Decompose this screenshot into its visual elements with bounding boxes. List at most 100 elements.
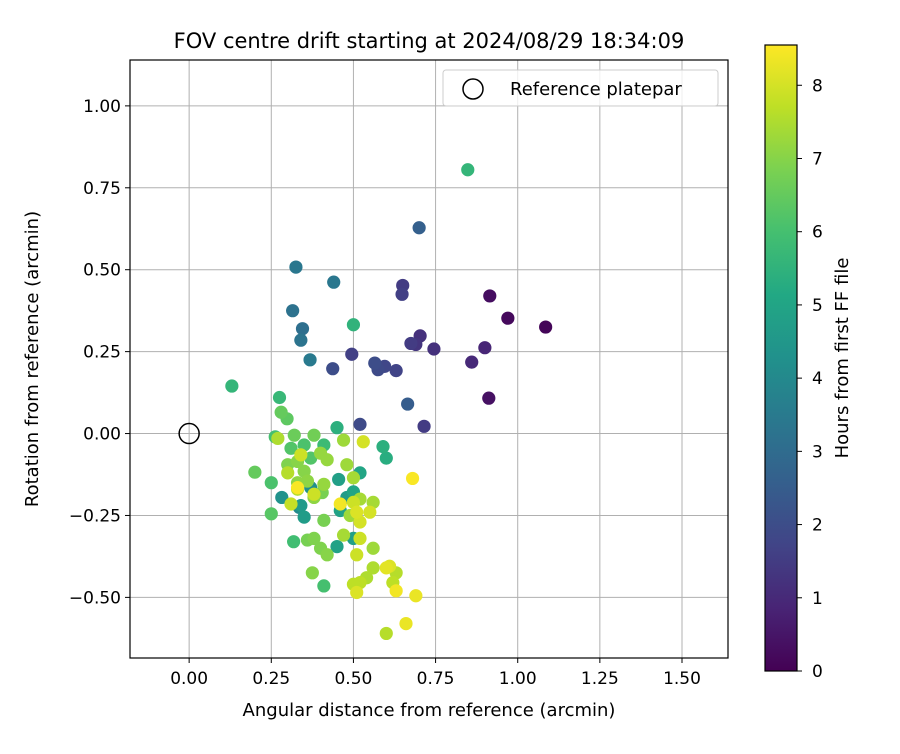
data-point [461, 163, 475, 177]
y-tick-label: 0.00 [83, 425, 121, 445]
data-point [350, 505, 364, 519]
data-point [326, 362, 340, 376]
data-point [287, 428, 301, 442]
data-point [271, 431, 285, 446]
data-point [405, 471, 420, 486]
data-point [478, 341, 492, 355]
data-point [284, 441, 298, 455]
data-point [401, 397, 415, 411]
data-point [336, 433, 351, 447]
x-tick-label: 1.25 [581, 669, 619, 689]
data-point [409, 589, 423, 603]
data-point [272, 390, 287, 405]
reference-platepar-marker [178, 422, 200, 445]
data-point [376, 440, 390, 454]
x-tick-label: 0.50 [334, 669, 372, 689]
data-point [297, 510, 311, 524]
data-point [395, 287, 409, 301]
x-axis-ticks: 0.00 0.25 0.50 0.75 1.00 1.25 1.50 [170, 658, 701, 689]
colorbar-tick-label: 4 [812, 369, 823, 389]
data-point [286, 304, 300, 318]
data-point [346, 318, 361, 332]
data-point [330, 421, 344, 435]
data-point [501, 311, 515, 325]
data-point [483, 289, 497, 303]
x-tick-label: 1.00 [499, 669, 537, 689]
y-tick-label: 0.25 [83, 343, 121, 363]
y-tick-label: 1.00 [83, 97, 121, 117]
colorbar-tick-label: 3 [812, 442, 823, 462]
data-point [346, 471, 361, 485]
data-point [379, 561, 393, 575]
data-points [225, 163, 553, 641]
data-point [350, 548, 364, 562]
data-point [284, 497, 298, 511]
data-point [225, 379, 239, 393]
y-axis-ticks: −0.50 −0.25 0.00 0.25 0.50 0.75 1.00 [69, 97, 130, 608]
data-point [399, 616, 413, 631]
colorbar-tick-label: 5 [812, 296, 823, 316]
grid [130, 60, 728, 658]
data-point [330, 539, 344, 554]
data-point [389, 584, 403, 598]
data-point [412, 221, 426, 235]
data-point [264, 507, 278, 521]
data-point [305, 566, 319, 580]
y-axis-label: Rotation from reference (arcmin) [22, 211, 43, 507]
data-point [327, 275, 341, 289]
data-point [274, 405, 288, 419]
x-tick-label: 0.75 [417, 669, 455, 689]
data-point [345, 347, 359, 361]
data-point [317, 579, 331, 593]
data-point [350, 585, 364, 600]
data-point [294, 333, 308, 347]
legend-reference-icon [462, 78, 484, 100]
colorbar-gradient [764, 44, 798, 672]
colorbar-tick-label: 1 [812, 589, 823, 609]
y-tick-label: −0.25 [69, 506, 121, 526]
data-point [294, 499, 308, 513]
data-point [404, 336, 418, 351]
data-point [290, 481, 305, 495]
data-point [427, 342, 441, 356]
data-point [366, 541, 380, 555]
data-point [307, 531, 321, 546]
data-point [317, 477, 331, 491]
data-point [295, 322, 310, 336]
data-point [300, 474, 315, 488]
data-point [332, 472, 346, 487]
colorbar-tick-label: 2 [812, 516, 823, 536]
data-point [363, 505, 377, 519]
colorbar: 0 1 2 3 4 5 6 7 8 Hours from first FF file [764, 44, 853, 682]
data-point [379, 626, 393, 641]
legend: Reference platepar [442, 69, 719, 107]
colorbar-tick-label: 6 [812, 223, 823, 243]
data-point [281, 466, 295, 480]
x-tick-label: 1.50 [663, 669, 701, 689]
data-point [539, 320, 553, 334]
colorbar-tick-label: 8 [812, 76, 823, 96]
data-point [389, 364, 403, 378]
data-point [248, 465, 262, 479]
data-point [264, 476, 278, 490]
data-point [353, 531, 367, 546]
data-point [353, 417, 367, 431]
data-point [287, 535, 301, 549]
data-point [340, 458, 354, 472]
x-axis-label: Angular distance from reference (arcmin) [243, 700, 616, 721]
x-tick-label: 0.25 [252, 669, 290, 689]
data-point [366, 561, 380, 575]
plot-frame [129, 59, 729, 659]
data-point [465, 355, 479, 369]
x-tick-label: 0.00 [170, 669, 208, 689]
data-point [275, 490, 289, 505]
data-point [379, 451, 393, 465]
data-point [482, 391, 496, 405]
data-point [307, 487, 321, 501]
legend-box [442, 69, 719, 107]
colorbar-ticks: 0 1 2 3 4 5 6 7 8 [797, 76, 823, 682]
colorbar-label: Hours from first FF file [832, 258, 853, 459]
colorbar-tick-label: 0 [812, 662, 823, 682]
data-point [294, 448, 308, 462]
